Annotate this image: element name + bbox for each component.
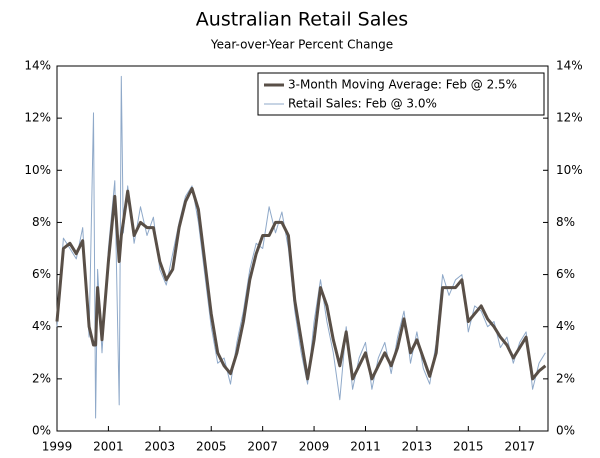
y2-tick-label: 10% [556, 163, 583, 177]
y-tick-label: 4% [32, 319, 51, 333]
chart-title: Australian Retail Sales [196, 9, 408, 31]
x-tick-label: 2009 [299, 440, 330, 454]
y-tick-label: 2% [32, 371, 51, 385]
y2-tick-label: 6% [556, 267, 575, 281]
y-tick-label: 0% [32, 424, 51, 438]
y-tick-label: 10% [24, 163, 51, 177]
x-tick-label: 2003 [145, 440, 176, 454]
y2-tick-label: 14% [556, 59, 583, 73]
legend-label: 3-Month Moving Average: Feb @ 2.5% [288, 78, 517, 92]
y2-tick-label: 4% [556, 319, 575, 333]
legend-label: Retail Sales: Feb @ 3.0% [288, 97, 437, 111]
legend-box [257, 72, 545, 116]
x-tick-label: 1999 [42, 440, 73, 454]
x-tick-label: 2011 [350, 440, 381, 454]
x-tick-label: 2007 [247, 440, 278, 454]
y2-tick-label: 8% [556, 215, 575, 229]
y2-tick-label: 2% [556, 371, 575, 385]
x-tick-label: 2015 [453, 440, 484, 454]
plot-frame [56, 65, 549, 432]
x-tick-label: 2013 [402, 440, 433, 454]
y-tick-label: 12% [24, 111, 51, 125]
chart-subtitle: Year-over-Year Percent Change [210, 38, 393, 52]
y2-tick-label: 0% [556, 424, 575, 438]
y-tick-label: 14% [24, 59, 51, 73]
series-line [55, 187, 547, 381]
y-tick-label: 6% [32, 267, 51, 281]
x-tick-label: 2001 [93, 440, 124, 454]
y2-tick-label: 12% [556, 111, 583, 125]
x-tick-label: 2005 [196, 440, 227, 454]
series-line [56, 75, 546, 419]
y-tick-label: 8% [32, 215, 51, 229]
x-tick-label: 2017 [504, 440, 535, 454]
